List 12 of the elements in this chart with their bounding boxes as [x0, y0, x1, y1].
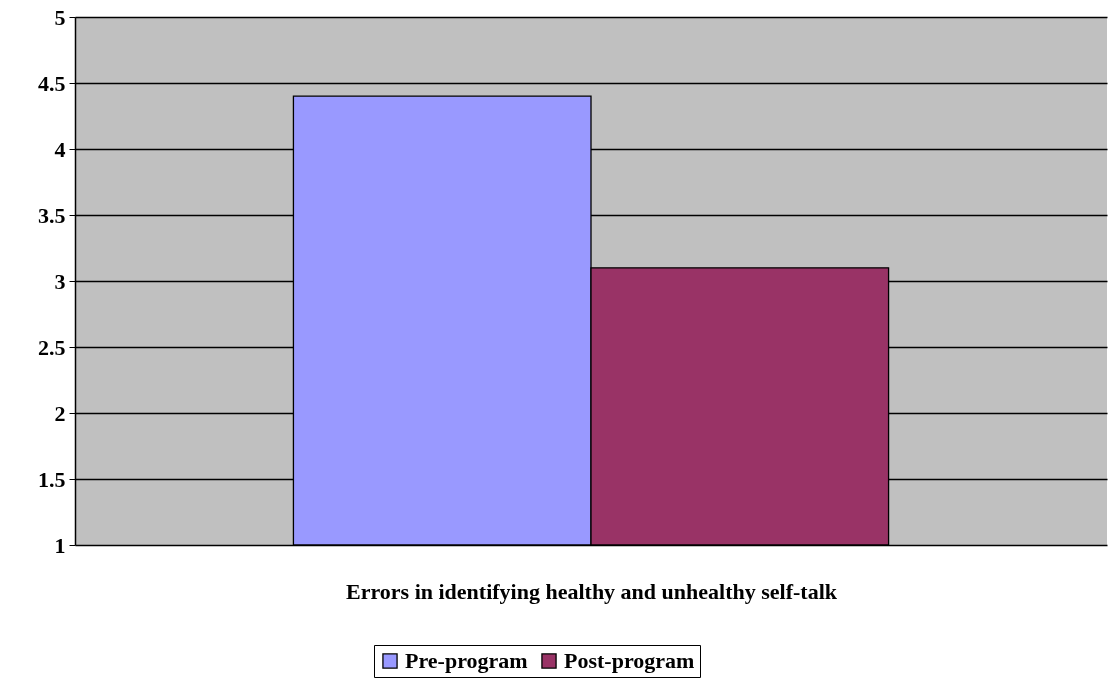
legend-label: Pre-program: [405, 648, 528, 673]
y-tick-label: 5: [54, 4, 66, 30]
y-tick-label: 1: [54, 532, 66, 558]
legend-label: Post-program: [564, 648, 695, 673]
x-axis-title: Errors in identifying healthy and unhealthy self-talk: [346, 578, 838, 604]
y-tick-label: 4.5: [38, 70, 66, 96]
y-tick-label: 4: [54, 136, 66, 162]
y-tick-label: 2.5: [38, 334, 66, 360]
y-tick-label: 1.5: [38, 466, 66, 492]
y-tick-label: 2: [54, 400, 66, 426]
y-tick-label: 3: [54, 268, 66, 294]
y-tick-label: 3.5: [38, 202, 66, 228]
